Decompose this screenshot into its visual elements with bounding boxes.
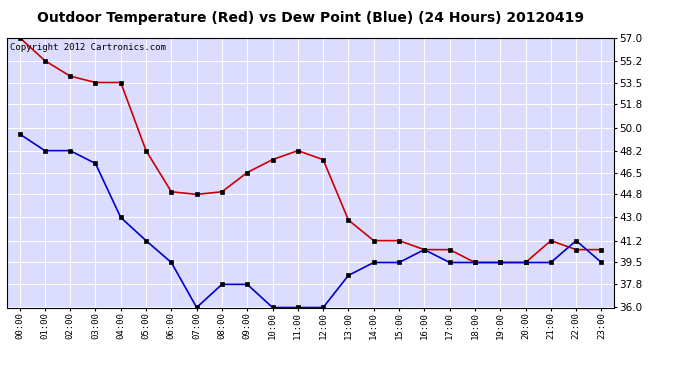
Text: Outdoor Temperature (Red) vs Dew Point (Blue) (24 Hours) 20120419: Outdoor Temperature (Red) vs Dew Point (… xyxy=(37,11,584,25)
Text: Copyright 2012 Cartronics.com: Copyright 2012 Cartronics.com xyxy=(10,43,166,52)
